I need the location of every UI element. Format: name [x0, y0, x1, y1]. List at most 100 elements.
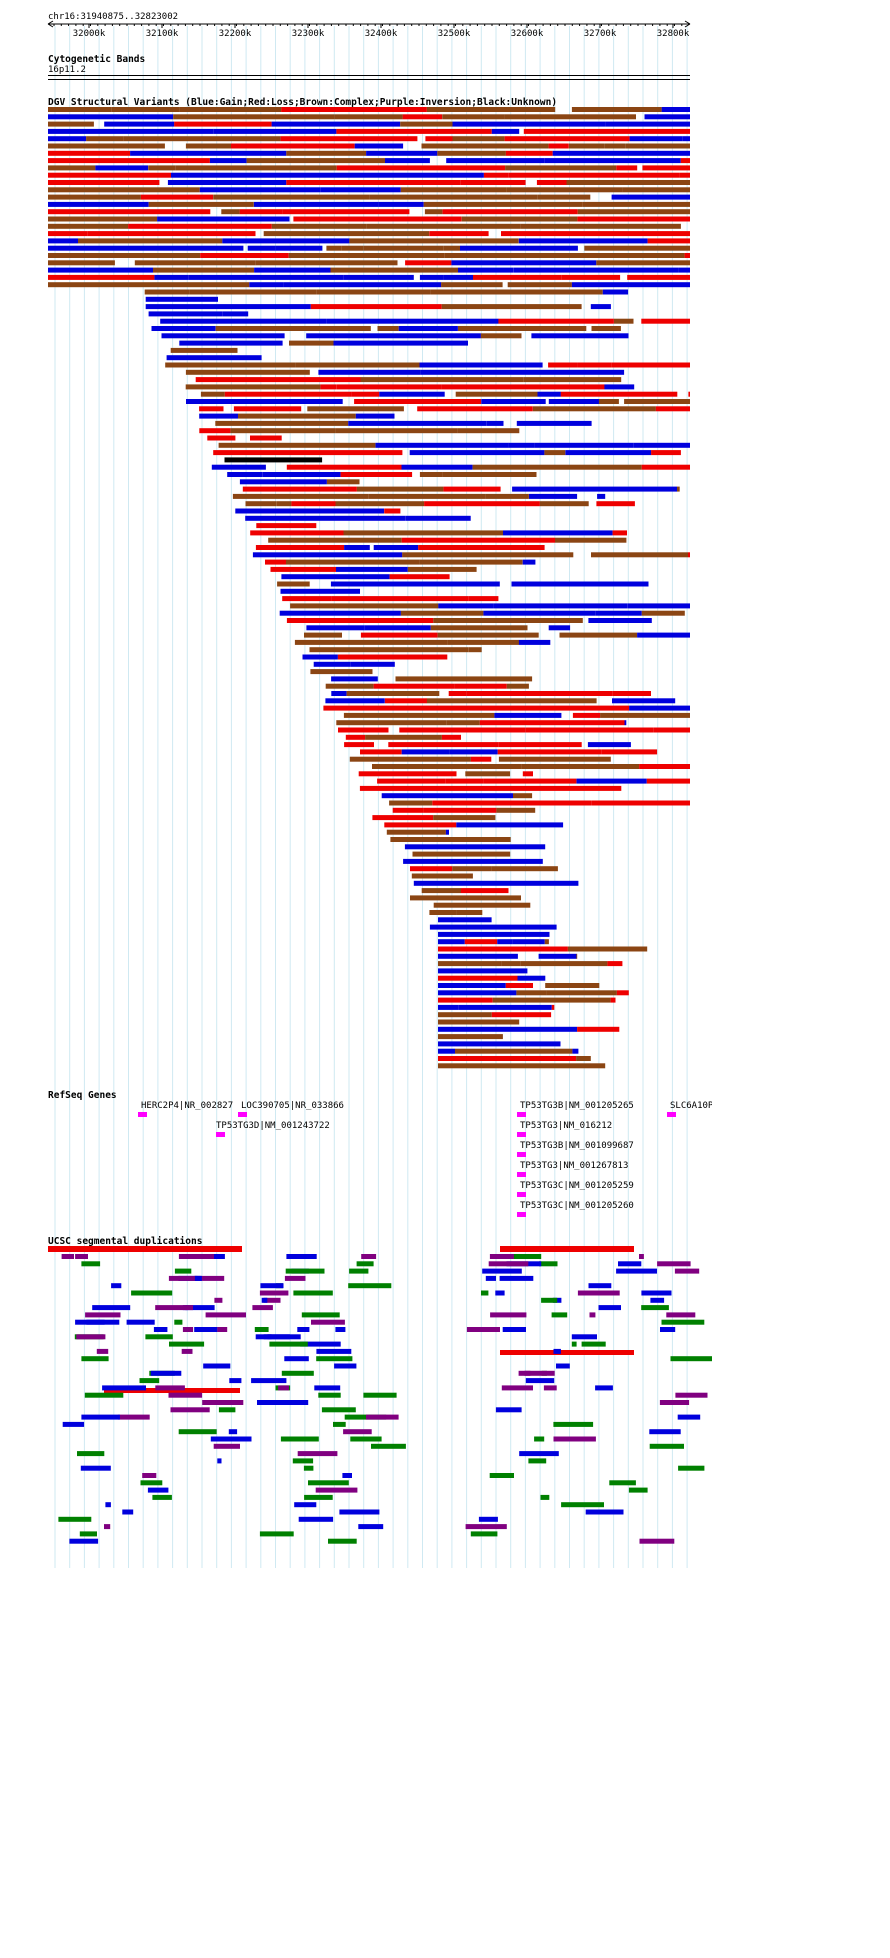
dgv-variant-bar [418, 545, 545, 550]
dgv-variant-bar [506, 187, 623, 193]
segdup-bar [478, 1516, 498, 1522]
segdup-bar [58, 1516, 92, 1522]
dgv-variant-bar [461, 216, 578, 222]
dgv-variant-bar [545, 983, 600, 988]
segdup-bar [495, 1290, 505, 1296]
segdup-bar [595, 1385, 613, 1391]
segdup-bar [265, 1400, 309, 1405]
dgv-variant-bar [501, 961, 521, 967]
dgv-variant-bar [491, 128, 520, 134]
dgv-variant-bar [320, 384, 337, 390]
refseq-gene-label: TP53TG3|NM_016212 [520, 1121, 612, 1131]
segdup-bar [315, 1487, 358, 1493]
segdup-bar [581, 1341, 606, 1347]
dgv-variant-bar [104, 121, 175, 127]
dgv-variant-bar [373, 683, 455, 689]
dgv-variant-bar [494, 712, 562, 718]
dgv-variant-bar [343, 274, 414, 280]
dgv-variant-bar [401, 537, 555, 543]
dgv-variant-bar [171, 172, 345, 178]
dgv-variant-bar [442, 114, 505, 120]
dgv-variant-bar [466, 691, 613, 696]
dgv-variant-bar [185, 143, 231, 149]
segdup-bar [482, 1268, 522, 1274]
dgv-variant-bar [309, 647, 469, 653]
dgv-variant-bar [384, 822, 457, 828]
dgv-variant-bar [600, 712, 690, 718]
dgv-variant-bar [218, 442, 376, 448]
segdup-bar [294, 1502, 317, 1508]
segdup-bar [229, 1378, 242, 1384]
dgv-variant-bar [504, 114, 636, 120]
dgv-variant-bar [360, 377, 524, 383]
dgv-variant-bar [678, 267, 690, 273]
segdup-bar [316, 1348, 352, 1354]
segdup-bar [616, 1268, 657, 1274]
dgv-track-title: DGV Structural Variants (Blue:Gain;Red:L… [48, 97, 557, 108]
dgv-variant-bar [538, 1063, 606, 1069]
segdup-bar [81, 1356, 109, 1362]
dgv-variant-bar [323, 705, 463, 711]
dgv-variant-bar [326, 245, 342, 251]
segdup-bar [139, 1378, 160, 1384]
dgv-variant-bar [325, 683, 374, 689]
dgv-variant-bar [576, 1056, 591, 1061]
dgv-variant-bar [359, 785, 420, 791]
dgv-variant-bar [344, 742, 374, 748]
dgv-variant-bar [577, 362, 612, 368]
dgv-variant-bar [566, 180, 690, 185]
dgv-variant-bar [464, 939, 498, 945]
segdup-bar [609, 1480, 636, 1486]
segdup-bar [205, 1312, 246, 1318]
dgv-variant-bar [325, 698, 385, 704]
segdup-bar [117, 1414, 150, 1420]
dgv-variant-bar [493, 603, 628, 609]
dgv-variant-bar [48, 150, 131, 156]
segdup-bar [541, 1297, 558, 1303]
refseq-gene-label: TP53TG3C|NM_001205260 [520, 1201, 634, 1211]
dgv-variant-bar [605, 121, 690, 127]
dgv-variant-bar [644, 114, 690, 120]
dgv-variant-bar [63, 107, 112, 112]
dgv-variant-bar [398, 326, 458, 331]
dgv-variant-bar [209, 158, 247, 164]
dgv-variant-bar [123, 136, 281, 142]
segdup-bar [543, 1385, 557, 1391]
dgv-variant-bar [410, 895, 521, 901]
dgv-variant-bar [429, 910, 457, 915]
dgv-variant-bar [438, 931, 550, 937]
dgv-variant-bar [211, 464, 266, 470]
segdup-bar [660, 1327, 676, 1332]
segdup-bar [194, 1275, 202, 1281]
segdup-bar [540, 1494, 550, 1500]
dgv-variant-bar [263, 231, 430, 237]
segdup-bar [284, 1275, 306, 1281]
dgv-variant-bar [295, 362, 420, 368]
dgv-variant-bar [516, 420, 592, 426]
dgv-variant-bar [336, 165, 506, 171]
segdup-bar [214, 1254, 225, 1259]
segdup-bar [678, 1465, 705, 1471]
dgv-variant-bar [576, 778, 647, 784]
dgv-variant-bar [420, 369, 501, 375]
dgv-variant-bar [539, 501, 589, 507]
dgv-variant-bar [161, 333, 285, 339]
dgv-variant-bar [452, 866, 492, 872]
dgv-variant-bar [354, 399, 482, 404]
dgv-variant-bar [430, 289, 453, 295]
dgv-variant-bar [587, 742, 631, 748]
dgv-variant-bar [140, 194, 214, 200]
dgv-variant-bar [175, 165, 337, 171]
dgv-variant-bar [688, 391, 690, 397]
segdup-bar [269, 1341, 308, 1347]
dgv-variant-bar [539, 253, 685, 258]
refseq-gene-label: LOC390705|NR_033866 [241, 1101, 344, 1111]
dgv-variant-bar [231, 143, 355, 149]
segdup-bar [348, 1283, 392, 1289]
dgv-variant-bar [338, 727, 389, 733]
dgv-variant-bar [460, 888, 509, 894]
dgv-variant-bar [442, 209, 578, 215]
dgv-variant-bar [412, 851, 511, 857]
dgv-variant-bar [232, 493, 369, 499]
dgv-variant-bar [148, 311, 223, 317]
